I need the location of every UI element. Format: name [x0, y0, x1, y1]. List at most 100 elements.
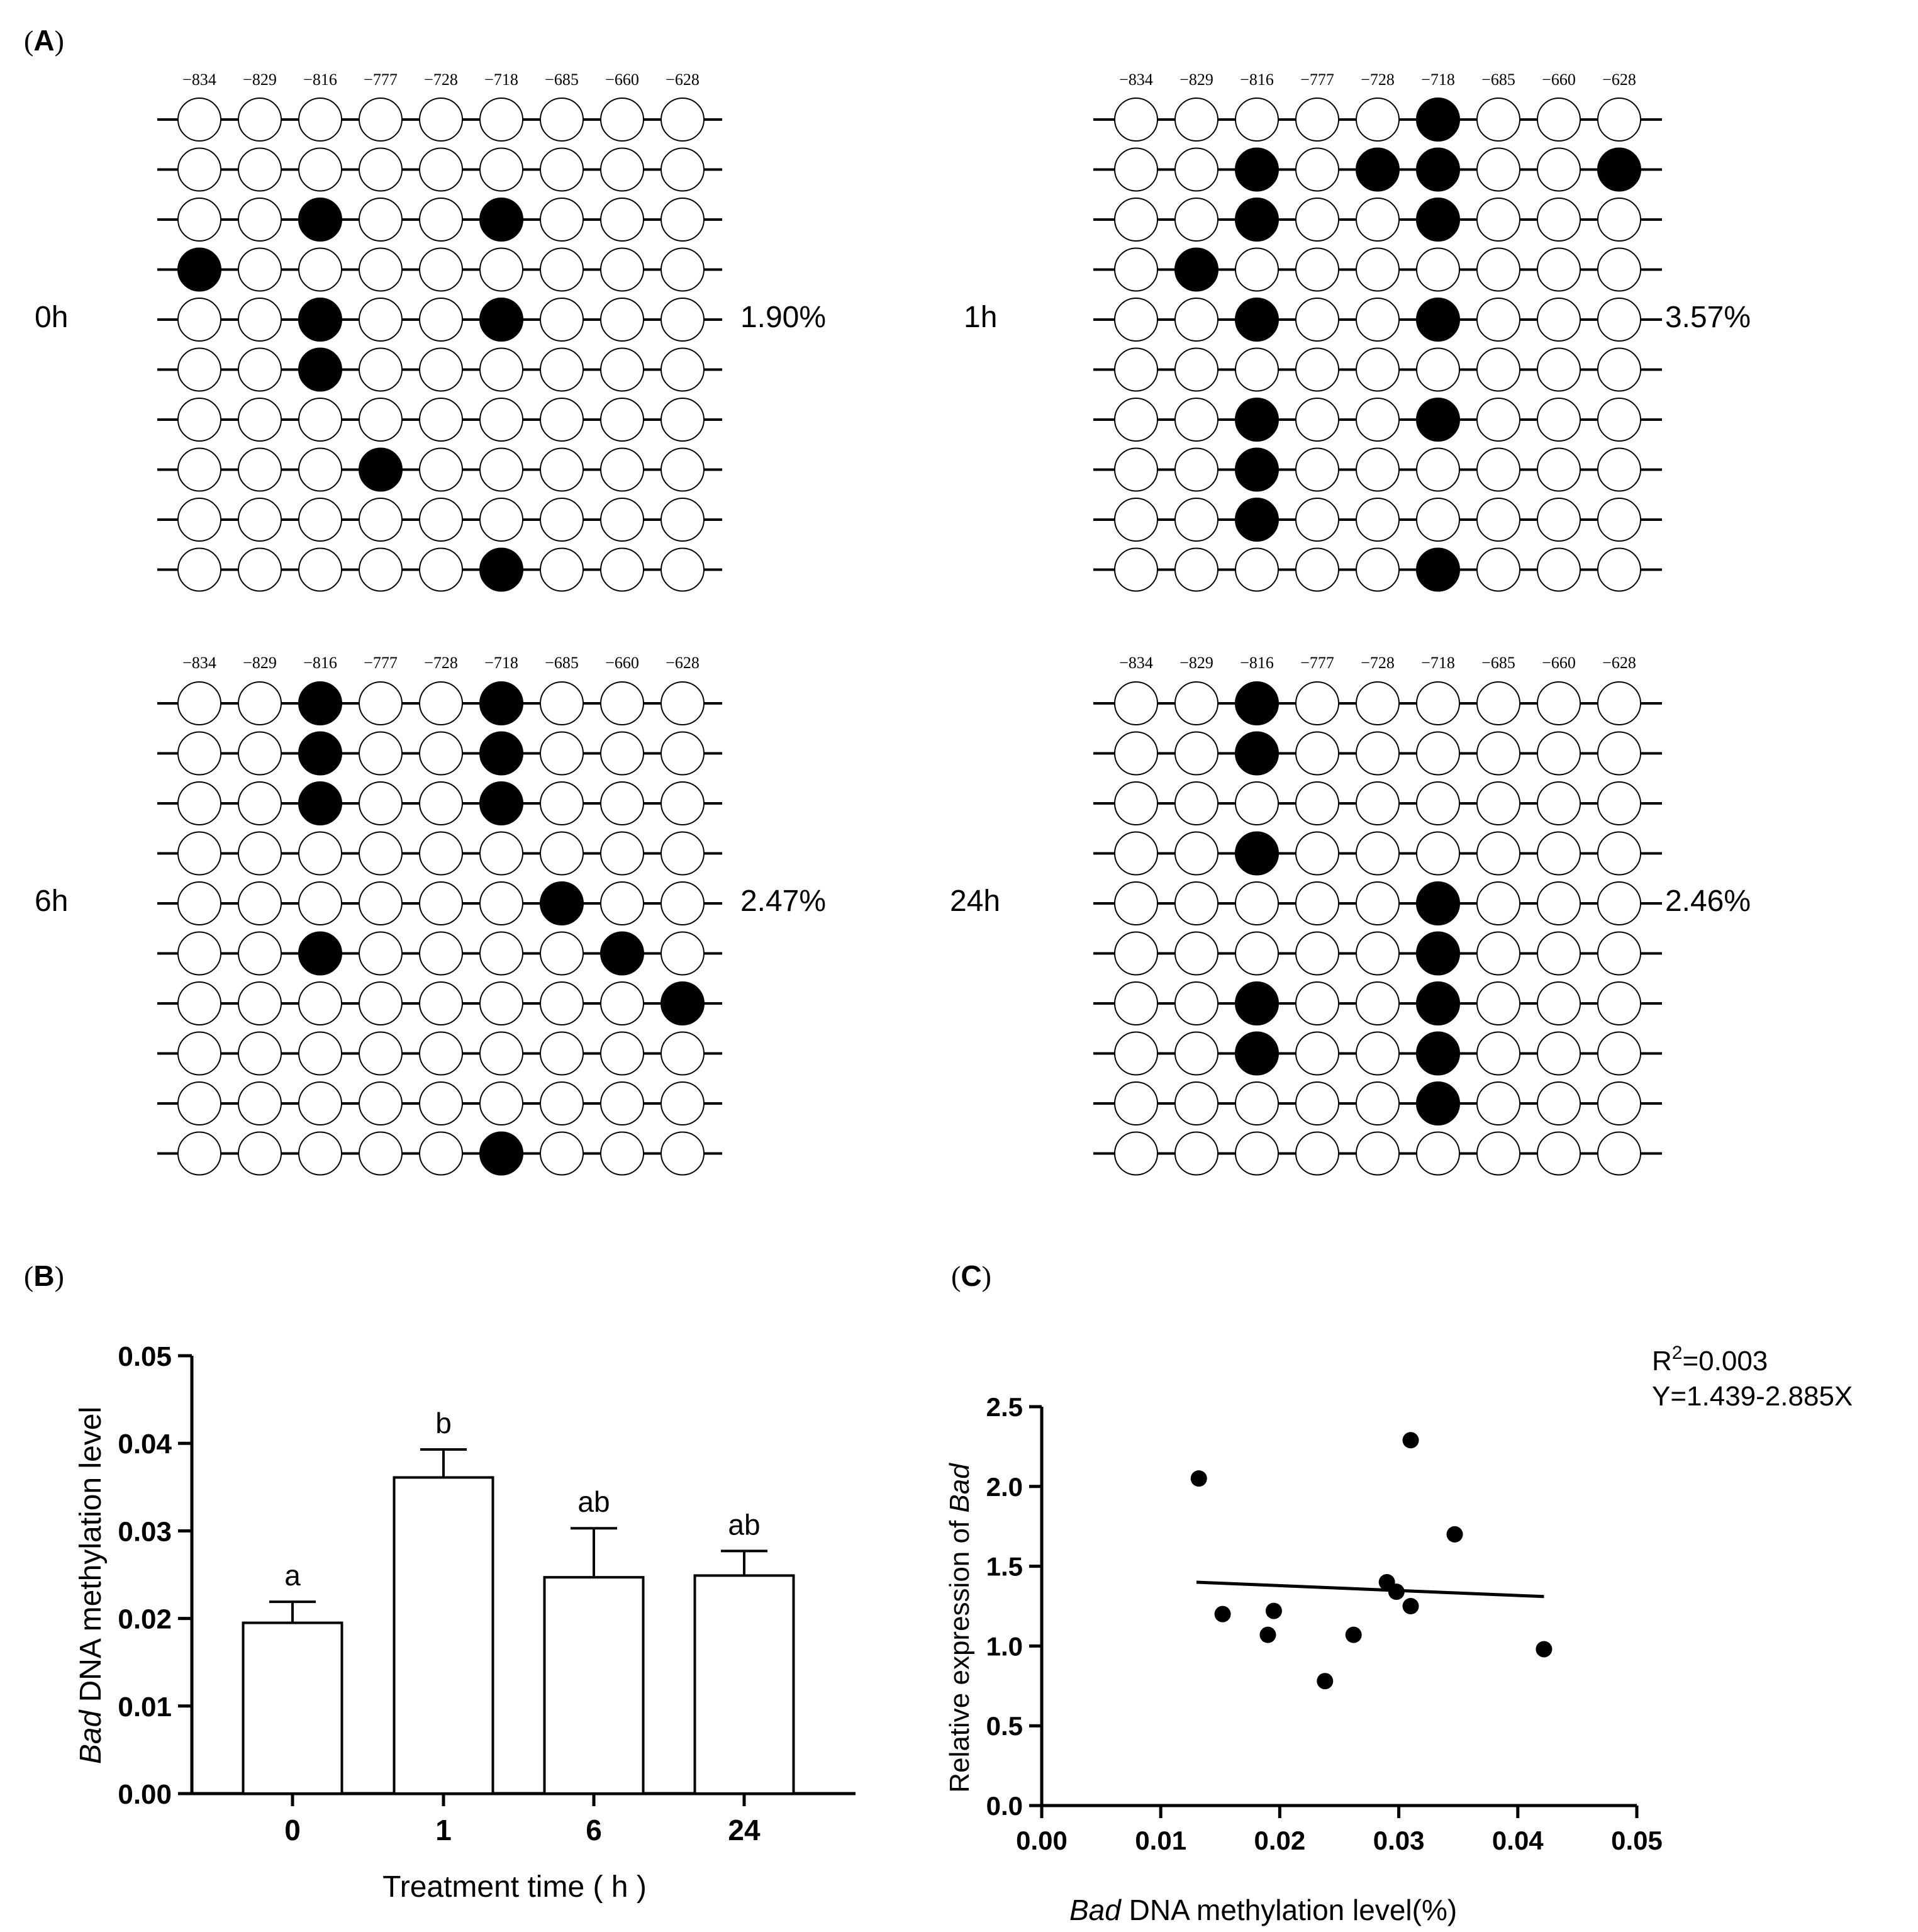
c-x-axis-label: Bad DNA methylation level(%): [1069, 1894, 1457, 1926]
group-methylation-percent: 3.57%: [1665, 301, 1751, 334]
unmethylated-cpg: [359, 547, 403, 592]
cpg-position-label: −834: [1119, 654, 1153, 672]
unmethylated-cpg: [1174, 147, 1218, 192]
unmethylated-cpg: [1114, 247, 1158, 292]
unmethylated-cpg: [1537, 1031, 1581, 1076]
unmethylated-cpg: [419, 147, 463, 192]
b-x-tick-label: 24: [728, 1814, 761, 1846]
unmethylated-cpg: [1235, 247, 1279, 292]
unmethylated-cpg: [1235, 1131, 1279, 1176]
unmethylated-cpg: [1356, 1081, 1400, 1125]
methylated-cpg: [1235, 398, 1279, 442]
unmethylated-cpg: [1416, 1131, 1460, 1176]
unmethylated-cpg: [1174, 347, 1218, 392]
unmethylated-cpg: [1114, 681, 1158, 725]
unmethylated-cpg: [1174, 498, 1218, 542]
unmethylated-cpg: [1476, 247, 1520, 292]
c-y-tick-label: 0.5: [986, 1711, 1023, 1741]
b-y-tick-label: 0.04: [118, 1429, 172, 1460]
c-y-tick-label: 0.0: [986, 1791, 1023, 1821]
unmethylated-cpg: [359, 298, 403, 342]
unmethylated-cpg: [479, 831, 523, 876]
unmethylated-cpg: [419, 831, 463, 876]
unmethylated-cpg: [298, 1081, 342, 1125]
unmethylated-cpg: [1476, 881, 1520, 925]
unmethylated-cpg: [479, 881, 523, 925]
panel-label-c: (C): [951, 1259, 991, 1292]
unmethylated-cpg: [1597, 681, 1641, 725]
unmethylated-cpg: [238, 931, 282, 976]
unmethylated-cpg: [1114, 198, 1158, 242]
unmethylated-cpg: [177, 681, 221, 725]
methylated-cpg: [1235, 831, 1279, 876]
unmethylated-cpg: [1235, 347, 1279, 392]
unmethylated-cpg: [540, 347, 584, 392]
unmethylated-cpg: [1356, 831, 1400, 876]
cpg-position-label: −777: [1300, 654, 1334, 672]
unmethylated-cpg: [1114, 298, 1158, 342]
panel-b-bar-chart: Bad DNA methylation level Treatment time…: [74, 1341, 856, 1904]
unmethylated-cpg: [661, 347, 705, 392]
unmethylated-cpg: [419, 681, 463, 725]
unmethylated-cpg: [479, 981, 523, 1025]
unmethylated-cpg: [1295, 781, 1339, 825]
cpg-position-label: −685: [545, 654, 579, 672]
methylated-cpg: [359, 447, 403, 492]
unmethylated-cpg: [1537, 98, 1581, 142]
cpg-position-label: −816: [303, 654, 337, 672]
unmethylated-cpg: [661, 147, 705, 192]
unmethylated-cpg: [479, 1031, 523, 1076]
c-x-tick-label: 0.04: [1492, 1826, 1544, 1855]
panel-c-scatter: Relative expression of Bad Bad DNA methy…: [944, 1343, 1853, 1926]
unmethylated-cpg: [1537, 781, 1581, 825]
cpg-position-label: −834: [182, 654, 216, 672]
unmethylated-cpg: [540, 731, 584, 776]
unmethylated-cpg: [359, 398, 403, 442]
unmethylated-cpg: [1537, 981, 1581, 1025]
unmethylated-cpg: [600, 1081, 644, 1125]
significance-letter: ab: [728, 1508, 760, 1541]
methylated-cpg: [1416, 198, 1460, 242]
methylated-cpg: [1235, 198, 1279, 242]
unmethylated-cpg: [661, 447, 705, 492]
unmethylated-cpg: [1476, 781, 1520, 825]
b-y-tick-label: 0.02: [118, 1604, 172, 1635]
unmethylated-cpg: [177, 547, 221, 592]
unmethylated-cpg: [1295, 398, 1339, 442]
methylated-cpg: [1416, 398, 1460, 442]
cpg-position-label: −685: [1481, 70, 1515, 89]
unmethylated-cpg: [1356, 981, 1400, 1025]
unmethylated-cpg: [1295, 981, 1339, 1025]
unmethylated-cpg: [600, 98, 644, 142]
unmethylated-cpg: [1476, 1131, 1520, 1176]
unmethylated-cpg: [177, 398, 221, 442]
methylated-cpg: [479, 681, 523, 725]
methylated-cpg: [479, 781, 523, 825]
unmethylated-cpg: [540, 547, 584, 592]
cpg-position-label: −628: [1602, 70, 1636, 89]
unmethylated-cpg: [177, 781, 221, 825]
bar: [543, 1576, 645, 1795]
methylated-cpg: [298, 931, 342, 976]
unmethylated-cpg: [419, 398, 463, 442]
b-y-axis-label: Bad DNA methylation level: [74, 1407, 108, 1764]
unmethylated-cpg: [238, 498, 282, 542]
unmethylated-cpg: [1356, 347, 1400, 392]
unmethylated-cpg: [1356, 498, 1400, 542]
unmethylated-cpg: [540, 681, 584, 725]
unmethylated-cpg: [600, 831, 644, 876]
methylated-cpg: [479, 547, 523, 592]
scatter-point: [1317, 1673, 1334, 1690]
unmethylated-cpg: [1597, 731, 1641, 776]
significance-letter: ab: [577, 1485, 610, 1518]
unmethylated-cpg: [1295, 147, 1339, 192]
unmethylated-cpg: [600, 447, 644, 492]
unmethylated-cpg: [540, 1081, 584, 1125]
panel-label-a: (A): [24, 24, 64, 57]
cpg-position-label: −816: [303, 70, 337, 89]
methylated-cpg: [298, 347, 342, 392]
unmethylated-cpg: [1597, 398, 1641, 442]
unmethylated-cpg: [1174, 398, 1218, 442]
unmethylated-cpg: [1235, 98, 1279, 142]
group-methylation-percent: 2.46%: [1665, 885, 1751, 918]
